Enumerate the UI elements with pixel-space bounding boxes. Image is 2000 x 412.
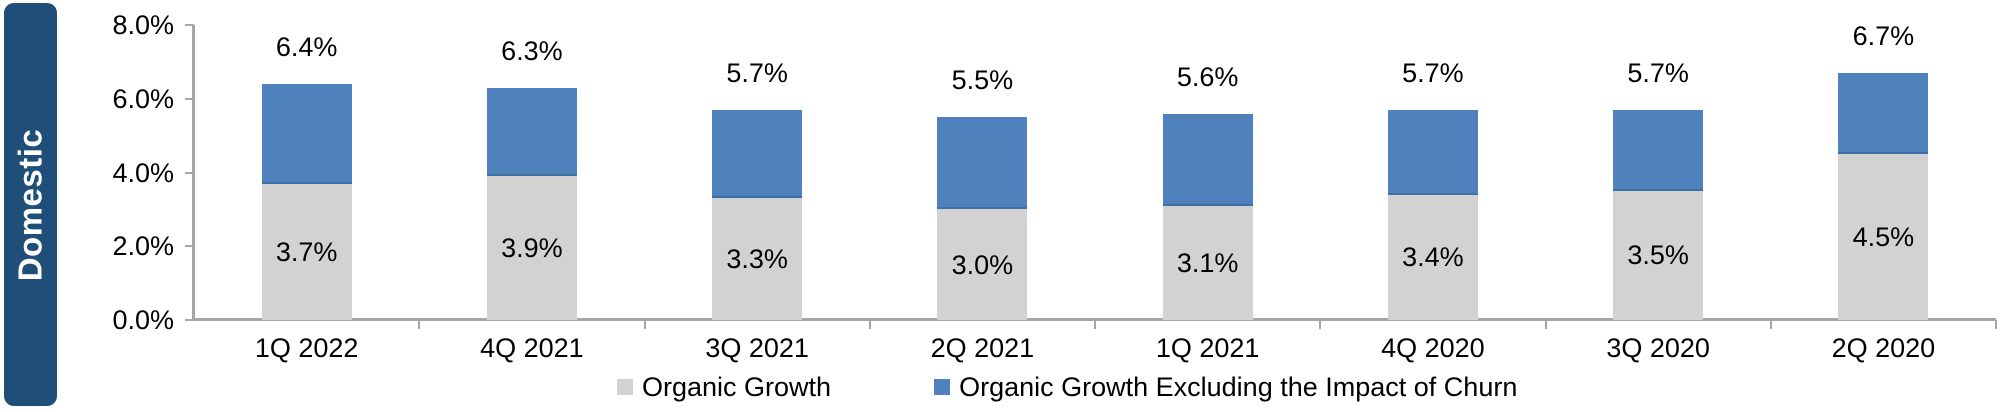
bar-segment-organic-growth xyxy=(1613,190,1704,320)
x-axis-tick xyxy=(868,320,871,329)
bar-segment-organic-growth xyxy=(937,209,1028,320)
x-axis-tick xyxy=(1544,320,1547,329)
x-axis-category-label: 4Q 2021 xyxy=(480,333,584,363)
bar-segment-excluding-churn xyxy=(1162,113,1253,206)
y-axis-tick-label: 2.0% xyxy=(112,231,174,262)
x-axis-tick xyxy=(1995,320,1997,329)
x-axis-tick xyxy=(1769,320,1772,329)
legend-item: Organic Growth xyxy=(617,371,831,403)
bar-organic-label: 3.0% xyxy=(951,249,1014,280)
bar-organic-label: 3.1% xyxy=(1176,247,1239,278)
bar-segment-excluding-churn xyxy=(486,87,577,177)
bar-segment-excluding-churn xyxy=(1387,109,1478,195)
y-axis-tick xyxy=(185,171,194,174)
x-axis-category-label: 2Q 2021 xyxy=(930,333,1035,363)
y-axis-tick xyxy=(185,24,194,26)
bar-total-label: 5.7% xyxy=(1627,57,1689,88)
bar-segment-organic-growth xyxy=(261,183,352,320)
legend-label: Organic Growth Excluding the Impact of C… xyxy=(959,372,1518,402)
y-axis-tick-label: 0.0% xyxy=(112,305,174,335)
bar-segment-organic-growth xyxy=(1162,205,1253,320)
bar-total-label: 6.7% xyxy=(1852,20,1915,51)
y-axis-tick xyxy=(185,245,194,248)
y-axis-tick-label: 6.0% xyxy=(112,83,174,114)
bar-total-label: 6.4% xyxy=(275,32,338,62)
bar-organic-label: 3.9% xyxy=(501,233,563,264)
x-axis-tick xyxy=(1094,320,1096,329)
bar-segment-organic-growth xyxy=(712,198,803,320)
bar-organic-label: 3.4% xyxy=(1402,242,1464,273)
legend-label: Organic Growth xyxy=(642,372,832,402)
x-axis-category-label: 3Q 2021 xyxy=(705,333,809,363)
x-axis-category-label: 4Q 2020 xyxy=(1381,333,1485,363)
x-axis-category-label: 1Q 2022 xyxy=(254,333,359,363)
chart-legend: Organic Growth Organic Growth Excluding t… xyxy=(617,371,1517,403)
bar-segment-organic-growth xyxy=(1838,154,1929,320)
legend-swatch-icon xyxy=(617,379,633,395)
y-axis-tick xyxy=(185,319,194,321)
legend-swatch-icon xyxy=(934,379,951,395)
bar-organic-label: 3.7% xyxy=(275,236,338,267)
bar-total-label: 5.7% xyxy=(726,57,788,88)
bar-segment-excluding-churn xyxy=(1613,109,1704,191)
x-axis-tick xyxy=(1319,320,1322,329)
x-axis-line xyxy=(194,318,1996,321)
bar-segment-organic-growth xyxy=(1387,194,1478,320)
bar-total-label: 5.5% xyxy=(951,65,1014,96)
bar-segment-organic-growth xyxy=(486,176,577,320)
bar-segment-excluding-churn xyxy=(261,84,352,184)
x-axis-category-label: 1Q 2021 xyxy=(1155,333,1260,363)
y-axis-tick-label: 8.0% xyxy=(112,10,174,40)
x-axis-category-label: 2Q 2020 xyxy=(1831,333,1936,363)
bar-total-label: 6.3% xyxy=(501,35,563,66)
bar-total-label: 5.7% xyxy=(1402,57,1464,88)
y-axis-tick-label: 4.0% xyxy=(112,157,174,188)
bar-organic-label: 4.5% xyxy=(1852,222,1915,253)
bar-segment-excluding-churn xyxy=(712,109,803,199)
bar-segment-excluding-churn xyxy=(1838,72,1929,155)
bar-segment-excluding-churn xyxy=(937,117,1028,210)
bar-organic-label: 3.5% xyxy=(1627,240,1689,271)
x-axis-tick xyxy=(643,320,646,329)
domestic-banner: Domestic xyxy=(4,3,57,406)
bar-total-label: 5.6% xyxy=(1176,61,1239,92)
y-axis-tick xyxy=(185,97,194,100)
x-axis-category-label: 3Q 2020 xyxy=(1606,333,1710,363)
legend-item: Organic Growth Excluding the Impact of C… xyxy=(934,371,1517,403)
bar-organic-label: 3.3% xyxy=(726,244,788,275)
x-axis-tick xyxy=(418,320,421,329)
